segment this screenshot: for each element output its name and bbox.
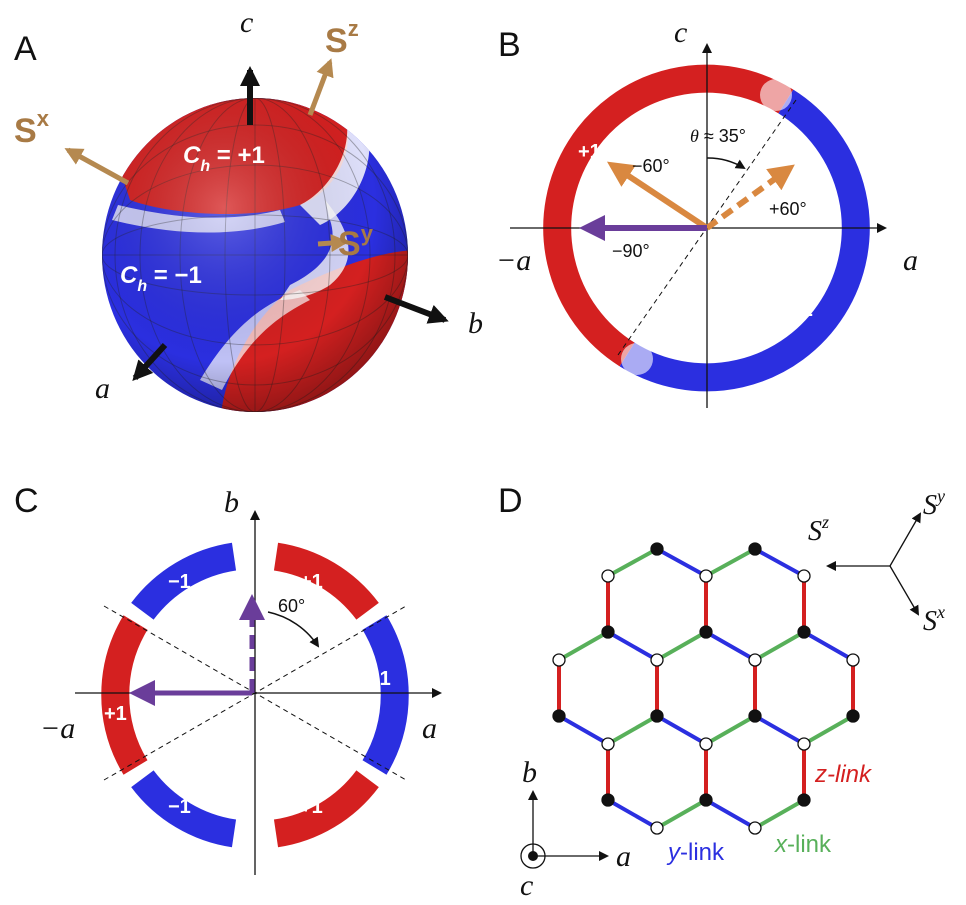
spin-x-label-d: Sx — [923, 602, 945, 637]
ring-label-br: +1 — [300, 796, 323, 818]
ring-label-l: +1 — [104, 703, 127, 725]
angle-label-60: 60° — [278, 596, 305, 616]
axis-a-pos-label-b: a — [903, 244, 918, 277]
angle-label-minus60: −60° — [632, 156, 670, 176]
ring-c-seg-br — [273, 770, 379, 848]
axis-a-neg-label-b: −a — [496, 244, 531, 277]
z-link-label: z-link — [814, 761, 873, 788]
spin-axis-tripod — [826, 512, 921, 616]
ring-label-r: −1 — [368, 668, 391, 690]
ring-b-blue — [619, 89, 870, 392]
axis-b-label-c: b — [224, 486, 239, 519]
honeycomb-sites — [552, 542, 860, 835]
axis-a-label-d: a — [616, 840, 631, 873]
honeycomb-bonds — [557, 547, 855, 830]
boundary-line-c2 — [103, 605, 407, 781]
ring-label-minus-b: −1 — [790, 299, 813, 321]
angle-label-plus60: +60° — [769, 199, 807, 219]
axis-c-label: c — [240, 6, 253, 39]
panel-a: A — [14, 6, 483, 412]
vector-plus60 — [705, 164, 795, 231]
angle-arc-c — [267, 611, 320, 648]
axis-b-arrow — [383, 294, 449, 324]
vector-minus60 — [606, 161, 709, 231]
ring-label-plus-b: +1 — [578, 141, 601, 163]
axis-a-pos-label-c: a — [422, 712, 437, 745]
ring-label-tr: +1 — [300, 571, 323, 593]
theta-label: θ ≈ 35° — [690, 126, 746, 146]
angle-label-minus90: −90° — [612, 241, 650, 261]
axis-a-arrow — [132, 342, 168, 381]
panel-letter-d: D — [498, 482, 523, 520]
panel-letter-c: C — [14, 482, 39, 520]
spin-y-label: Sy — [338, 221, 374, 263]
axis-a-label: a — [95, 372, 110, 405]
spin-x-arrow — [64, 147, 130, 186]
ring-c-seg-l — [101, 615, 148, 775]
panel-b: B c a −a +1 −1 θ ≈ 35° −60° +60° −90° — [496, 16, 918, 408]
spin-y-label-d: Sy — [923, 486, 945, 521]
spin-z-label: Sz — [325, 16, 359, 60]
ring-c-seg-tl — [131, 542, 237, 620]
axis-c-label-b: c — [674, 16, 687, 49]
spin-y-arrow — [317, 234, 349, 253]
axis-c-label-d: c — [520, 869, 533, 902]
panel-letter-b: B — [498, 26, 521, 64]
ring-label-bl: −1 — [168, 796, 191, 818]
spin-z-arrow — [307, 58, 334, 116]
ring-c-seg-bl — [131, 770, 237, 848]
panel-d: D — [498, 482, 945, 902]
theta-arc — [706, 157, 746, 170]
axis-a-neg-label-c: −a — [40, 712, 75, 745]
chern-minus-label: Ch = −1 — [120, 262, 202, 295]
ring-b-red — [543, 64, 794, 367]
ring-label-tl: −1 — [168, 571, 191, 593]
ring-c-seg-r — [362, 615, 409, 775]
axis-b-label-d: b — [522, 756, 537, 789]
x-link-label: x-link — [774, 831, 832, 858]
y-link-label: y-link — [666, 839, 725, 866]
spin-z-label-d: Sz — [808, 512, 829, 547]
chern-plus-label: Ch = +1 — [183, 142, 265, 175]
axis-b-label: b — [468, 307, 483, 340]
panel-c: C b a −a −1 +1 −1 +1 −1 +1 60° — [14, 482, 442, 875]
panel-letter-a: A — [14, 30, 37, 68]
ring-c-seg-tr — [273, 542, 379, 620]
crystal-axes-d — [520, 790, 609, 869]
spin-x-label: Sx — [14, 106, 50, 150]
axis-c-dot — [528, 851, 538, 861]
